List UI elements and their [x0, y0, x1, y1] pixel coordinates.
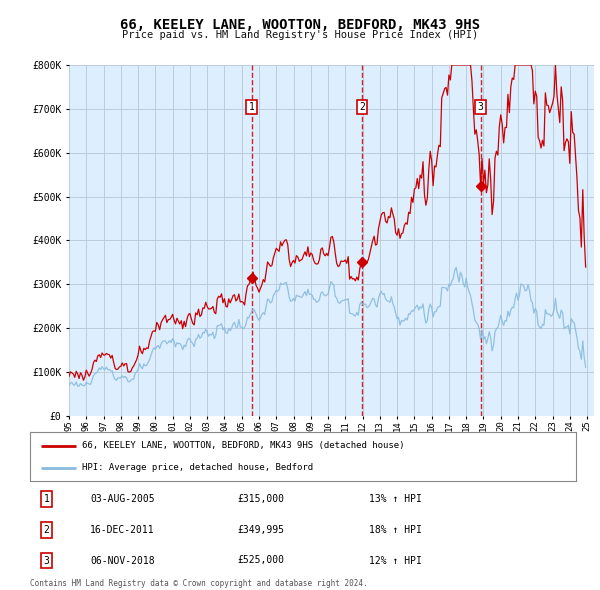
- Text: 06-NOV-2018: 06-NOV-2018: [90, 556, 155, 565]
- Text: 66, KEELEY LANE, WOOTTON, BEDFORD, MK43 9HS (detached house): 66, KEELEY LANE, WOOTTON, BEDFORD, MK43 …: [82, 441, 404, 450]
- Text: £315,000: £315,000: [238, 494, 284, 504]
- Text: HPI: Average price, detached house, Bedford: HPI: Average price, detached house, Bedf…: [82, 463, 313, 472]
- Text: 3: 3: [478, 102, 484, 112]
- Text: 03-AUG-2005: 03-AUG-2005: [90, 494, 155, 504]
- Text: 2: 2: [359, 102, 365, 112]
- Text: 1: 1: [249, 102, 254, 112]
- Text: 1: 1: [43, 494, 49, 504]
- Text: 13% ↑ HPI: 13% ↑ HPI: [368, 494, 421, 504]
- Text: 3: 3: [43, 556, 49, 565]
- Text: 18% ↑ HPI: 18% ↑ HPI: [368, 525, 421, 535]
- Text: Price paid vs. HM Land Registry's House Price Index (HPI): Price paid vs. HM Land Registry's House …: [122, 30, 478, 40]
- Text: £525,000: £525,000: [238, 556, 284, 565]
- Text: 16-DEC-2011: 16-DEC-2011: [90, 525, 155, 535]
- Text: 12% ↑ HPI: 12% ↑ HPI: [368, 556, 421, 565]
- Text: Contains HM Land Registry data © Crown copyright and database right 2024.: Contains HM Land Registry data © Crown c…: [30, 579, 368, 588]
- Text: £349,995: £349,995: [238, 525, 284, 535]
- Text: 2: 2: [43, 525, 49, 535]
- Text: 66, KEELEY LANE, WOOTTON, BEDFORD, MK43 9HS: 66, KEELEY LANE, WOOTTON, BEDFORD, MK43 …: [120, 18, 480, 32]
